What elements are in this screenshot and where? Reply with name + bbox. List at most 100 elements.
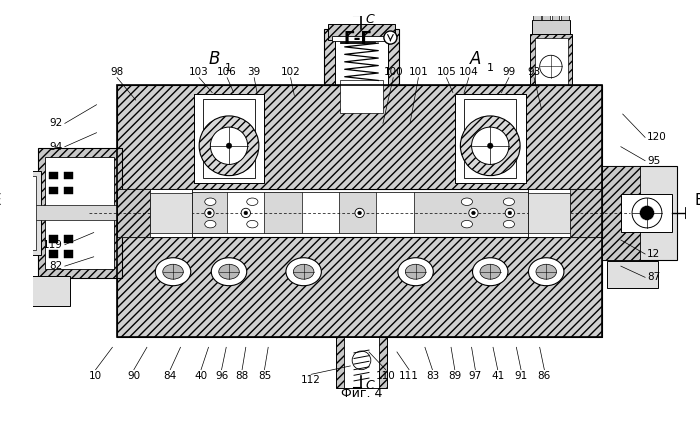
Text: 91: 91 [514, 371, 528, 381]
Text: E: E [0, 193, 1, 208]
Ellipse shape [246, 221, 258, 228]
Text: 90: 90 [127, 371, 141, 381]
Bar [340, 81, 383, 113]
Text: B: B [209, 50, 220, 68]
Text: 92: 92 [50, 118, 63, 128]
Bar [377, 193, 414, 233]
Text: Фиг. 4: Фиг. 4 [341, 387, 382, 399]
Bar [455, 94, 526, 183]
Bar [194, 94, 265, 183]
Bar [533, 10, 540, 20]
Circle shape [352, 351, 371, 370]
Circle shape [205, 208, 214, 218]
Text: 106: 106 [217, 67, 237, 77]
Text: 94: 94 [50, 142, 63, 152]
Bar [332, 36, 391, 41]
Circle shape [508, 211, 512, 215]
Text: 111: 111 [399, 371, 419, 381]
Ellipse shape [205, 221, 216, 228]
Text: 95: 95 [647, 156, 660, 166]
Bar [607, 261, 658, 287]
Ellipse shape [218, 264, 239, 279]
Text: 99: 99 [503, 67, 515, 77]
Text: 88: 88 [235, 371, 248, 381]
Text: 93: 93 [528, 67, 540, 77]
Bar [38, 148, 122, 278]
Text: 110: 110 [376, 371, 396, 381]
Bar [414, 193, 528, 233]
Bar [194, 94, 265, 183]
Bar [302, 193, 339, 233]
Ellipse shape [211, 258, 246, 286]
Text: 10: 10 [89, 371, 102, 381]
Circle shape [632, 198, 662, 228]
Text: 96: 96 [215, 371, 228, 381]
Bar [532, 20, 570, 34]
Bar [570, 189, 602, 237]
Ellipse shape [461, 198, 472, 205]
Ellipse shape [205, 198, 216, 205]
Bar [49, 236, 58, 243]
Ellipse shape [405, 264, 426, 279]
Ellipse shape [503, 221, 514, 228]
Ellipse shape [503, 198, 514, 205]
Bar [335, 29, 388, 85]
Bar [542, 10, 550, 20]
Text: 103: 103 [189, 67, 209, 77]
Text: 98: 98 [111, 67, 124, 77]
Text: 40: 40 [195, 371, 208, 381]
Bar [192, 193, 528, 233]
Bar [552, 10, 559, 20]
Bar [117, 189, 150, 237]
Bar [49, 250, 58, 258]
Bar [265, 193, 302, 233]
Ellipse shape [286, 258, 321, 286]
Circle shape [461, 116, 520, 175]
Bar [49, 187, 58, 194]
Bar [561, 10, 568, 20]
Bar [227, 193, 265, 233]
Bar [117, 189, 602, 237]
Text: 89: 89 [448, 371, 461, 381]
Text: 1: 1 [225, 63, 232, 73]
Circle shape [358, 211, 361, 215]
Text: 105: 105 [437, 67, 456, 77]
Bar [117, 85, 602, 337]
Bar [339, 193, 377, 233]
Bar [324, 29, 399, 85]
Text: A: A [470, 50, 481, 68]
Bar [64, 250, 74, 258]
Circle shape [226, 143, 232, 148]
Bar [64, 187, 74, 194]
Ellipse shape [155, 258, 191, 286]
Bar [531, 34, 573, 85]
Bar [117, 189, 192, 237]
Bar [33, 205, 127, 221]
Text: 85: 85 [258, 371, 271, 381]
Ellipse shape [480, 264, 500, 279]
Text: 83: 83 [426, 371, 439, 381]
Text: 120: 120 [647, 133, 666, 142]
Circle shape [355, 208, 364, 218]
Circle shape [211, 127, 248, 164]
Text: 101: 101 [409, 67, 428, 77]
Circle shape [472, 211, 475, 215]
Circle shape [241, 208, 251, 218]
Bar [528, 189, 602, 237]
Text: 104: 104 [459, 67, 479, 77]
Bar [621, 194, 672, 232]
Ellipse shape [398, 258, 433, 286]
Bar [602, 166, 677, 260]
Circle shape [640, 205, 655, 221]
Bar [344, 337, 379, 388]
Bar [464, 99, 517, 178]
Text: 12: 12 [647, 249, 660, 259]
Text: 100: 100 [384, 67, 403, 77]
Bar [455, 94, 526, 183]
Text: 102: 102 [281, 67, 300, 77]
Circle shape [469, 208, 478, 218]
Text: 87: 87 [647, 272, 660, 282]
Circle shape [505, 208, 514, 218]
Bar [64, 236, 74, 243]
Bar [328, 24, 395, 40]
